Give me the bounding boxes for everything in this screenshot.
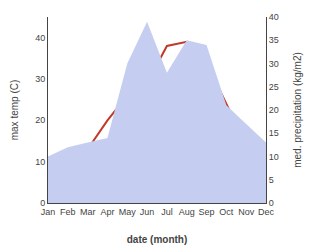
svg-text:0: 0 xyxy=(269,198,274,208)
svg-text:20: 20 xyxy=(35,115,45,125)
svg-text:5: 5 xyxy=(269,175,274,185)
svg-text:Aug: Aug xyxy=(179,207,195,217)
svg-text:10: 10 xyxy=(35,157,45,167)
svg-text:15: 15 xyxy=(269,128,279,138)
svg-text:May: May xyxy=(119,207,137,217)
svg-text:0: 0 xyxy=(40,198,45,208)
svg-text:35: 35 xyxy=(269,35,279,45)
svg-text:10: 10 xyxy=(269,152,279,162)
svg-text:30: 30 xyxy=(35,74,45,84)
svg-text:Feb: Feb xyxy=(60,207,76,217)
svg-text:date (month): date (month) xyxy=(127,234,188,245)
svg-text:Nov: Nov xyxy=(238,207,255,217)
svg-text:Oct: Oct xyxy=(219,207,234,217)
svg-text:20: 20 xyxy=(269,105,279,115)
svg-text:40: 40 xyxy=(35,33,45,43)
svg-text:med. precipitation (kg/m2): med. precipitation (kg/m2) xyxy=(292,52,303,168)
svg-text:max temp (C): max temp (C) xyxy=(9,80,20,141)
svg-text:Sep: Sep xyxy=(199,207,215,217)
svg-text:Jun: Jun xyxy=(140,207,155,217)
svg-text:Jan: Jan xyxy=(41,207,56,217)
svg-text:Dec: Dec xyxy=(258,207,275,217)
svg-text:Mar: Mar xyxy=(80,207,96,217)
svg-text:40: 40 xyxy=(269,12,279,22)
svg-text:Apr: Apr xyxy=(100,207,114,217)
svg-text:25: 25 xyxy=(269,82,279,92)
svg-text:30: 30 xyxy=(269,59,279,69)
svg-text:Jul: Jul xyxy=(161,207,173,217)
